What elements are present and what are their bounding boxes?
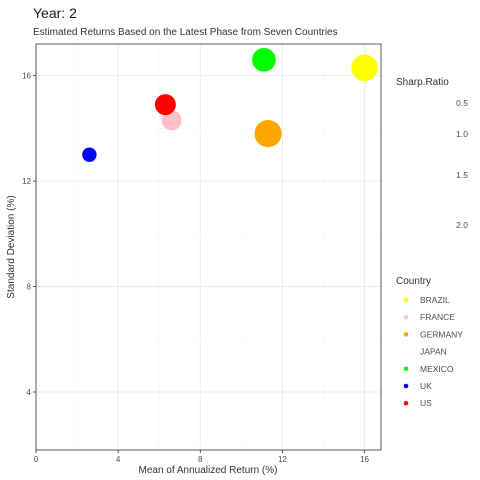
y-axis-title: Standard Deviation (%) <box>6 195 17 298</box>
x-tick-label: 16 <box>360 455 369 464</box>
y-tick-label: 16 <box>22 72 31 81</box>
x-tick-label: 12 <box>278 455 287 464</box>
y-tick-label: 4 <box>27 388 32 397</box>
y-axis-ticks: 4 8 12 16 <box>22 72 36 397</box>
size-legend: 0.5 1.0 1.5 2.0 <box>456 98 468 230</box>
point-uk <box>82 147 97 162</box>
size-legend-title: Sharp.Ratio <box>396 77 449 88</box>
size-legend-label: 0.5 <box>456 98 468 108</box>
legend-label-mexico: MEXICO <box>420 364 454 374</box>
point-france <box>161 110 182 131</box>
color-legend: BRAZIL FRANCE GERMANY JAPAN MEXICO UK US <box>403 295 463 408</box>
color-legend-title: Country <box>396 276 431 287</box>
data-points <box>82 47 378 162</box>
y-tick-label: 8 <box>27 283 32 292</box>
legend-key-mexico <box>403 366 409 372</box>
legend-label-france: FRANCE <box>420 312 455 322</box>
point-mexico <box>252 47 276 72</box>
plot-panel-border <box>35 43 382 451</box>
legend-label-germany: GERMANY <box>420 329 463 339</box>
legend-key-japan <box>403 349 409 354</box>
x-tick-label: 0 <box>34 455 39 464</box>
legend-key-uk <box>403 383 409 389</box>
point-brazil <box>351 54 378 81</box>
x-axis-title: Mean of Annualized Return (%) <box>139 465 278 476</box>
y-tick-label: 12 <box>22 177 31 186</box>
legend-key-france <box>403 314 409 320</box>
legend-key-brazil <box>403 297 409 303</box>
size-legend-label: 1.0 <box>456 129 468 139</box>
legend-key-us <box>403 400 409 406</box>
chart-title: Year: 2 <box>33 5 77 21</box>
legend-label-brazil: BRAZIL <box>420 295 450 305</box>
x-axis-ticks: 0 4 8 12 16 <box>34 450 370 464</box>
x-tick-label: 4 <box>116 455 121 464</box>
chart-subtitle: Estimated Returns Based on the Latest Ph… <box>33 27 338 38</box>
point-germany <box>254 120 282 148</box>
size-legend-label: 2.0 <box>456 220 468 230</box>
x-tick-label: 8 <box>198 455 203 464</box>
grid <box>35 44 381 450</box>
size-legend-label: 1.5 <box>456 170 468 180</box>
point-us <box>154 94 176 116</box>
legend-label-uk: UK <box>420 381 432 391</box>
legend-label-us: US <box>420 398 432 408</box>
legend-key-germany <box>403 332 409 337</box>
legend-label-japan: JAPAN <box>420 347 447 357</box>
